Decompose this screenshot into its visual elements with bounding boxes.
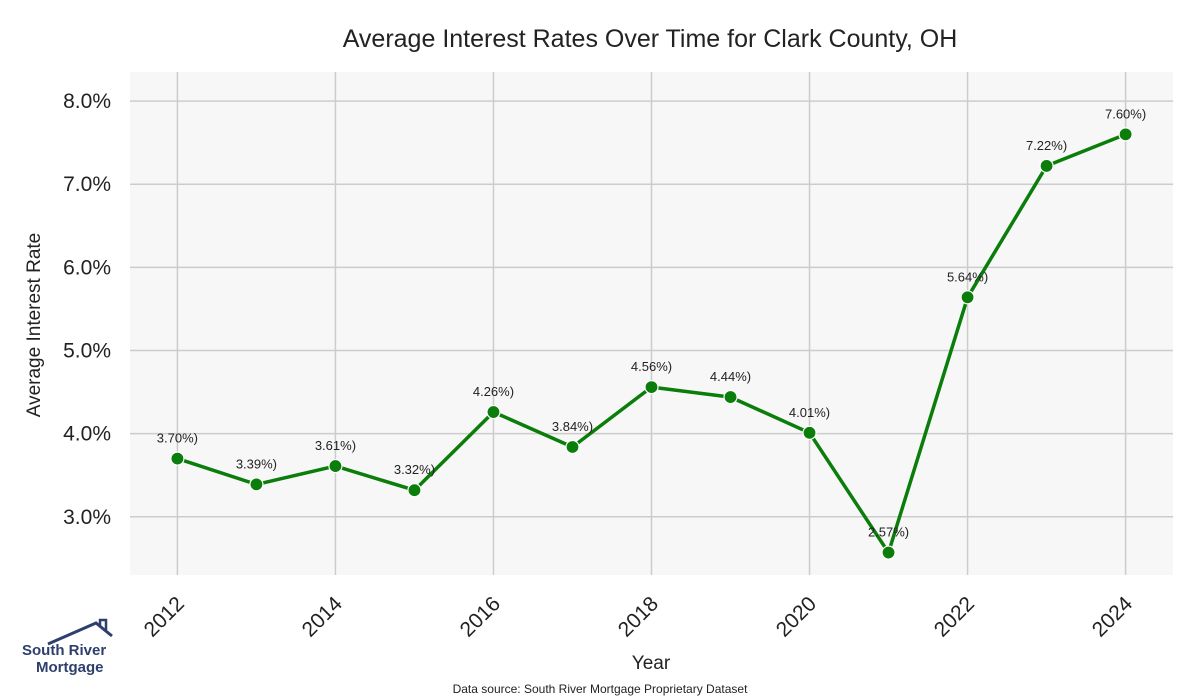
- data-point: [802, 425, 817, 440]
- x-tick-label: 2024: [1088, 592, 1138, 642]
- x-tick-label: 2012: [140, 592, 189, 641]
- data-points: [170, 127, 1133, 560]
- x-tick-label: 2022: [930, 592, 979, 641]
- data-label: 4.56%): [631, 359, 672, 374]
- data-source-note: Data source: South River Mortgage Propri…: [453, 682, 748, 696]
- y-tick-label: 8.0%: [63, 90, 111, 113]
- data-label: 5.64%): [947, 269, 988, 284]
- x-tick-label: 2018: [614, 592, 663, 641]
- data-label: 7.22%): [1026, 138, 1067, 153]
- company-logo: South River Mortgage: [18, 618, 118, 682]
- data-label: 4.26%): [473, 384, 514, 399]
- y-tick-label: 6.0%: [63, 256, 111, 279]
- chart-title: Average Interest Rates Over Time for Cla…: [343, 25, 958, 53]
- y-tick-label: 7.0%: [63, 173, 111, 196]
- data-label: 4.01%): [789, 405, 830, 420]
- data-label: 2.57%): [868, 525, 909, 540]
- x-tick-label: 2020: [772, 592, 821, 641]
- y-tick-label: 3.0%: [63, 506, 111, 529]
- grid-lines: [130, 72, 1173, 575]
- data-point: [723, 389, 738, 405]
- data-label: 7.60%): [1105, 106, 1146, 121]
- x-axis-label: Year: [632, 653, 671, 674]
- data-point: [407, 483, 422, 498]
- data-point: [1118, 127, 1133, 142]
- data-label: 4.44%): [710, 369, 751, 384]
- data-label: 3.70%): [157, 431, 198, 446]
- data-point: [486, 404, 501, 420]
- data-point: [170, 451, 185, 466]
- data-point: [1039, 158, 1054, 174]
- x-axis-ticks: 2012 2014 2016 2018 2020 2022 2024: [140, 592, 1138, 642]
- logo-text-line1: South River: [22, 642, 107, 659]
- data-label: 3.61%): [315, 438, 356, 453]
- house-roof-icon: [47, 618, 113, 646]
- data-point: [565, 439, 580, 455]
- y-tick-label: 5.0%: [63, 340, 111, 363]
- data-label: 3.84%): [552, 419, 593, 434]
- data-point: [960, 290, 975, 305]
- x-tick-label: 2016: [456, 592, 505, 641]
- data-point: [328, 458, 343, 474]
- y-axis-ticks: 3.0% 4.0% 5.0% 6.0% 7.0% 8.0%: [63, 90, 111, 529]
- y-axis-label: Average Interest Rate: [24, 233, 45, 417]
- data-label: 3.39%): [236, 456, 277, 471]
- data-point: [249, 477, 264, 492]
- x-tick-label: 2014: [298, 592, 348, 642]
- data-labels: 3.70%) 3.39%) 3.61%) 3.32%) 4.26%) 3.84%) 4.56…: [157, 106, 1146, 539]
- data-point: [881, 545, 896, 560]
- data-point: [644, 380, 659, 395]
- logo-text-line2: Mortgage: [36, 659, 104, 676]
- y-tick-label: 4.0%: [63, 423, 111, 446]
- data-label: 3.32%): [394, 462, 435, 477]
